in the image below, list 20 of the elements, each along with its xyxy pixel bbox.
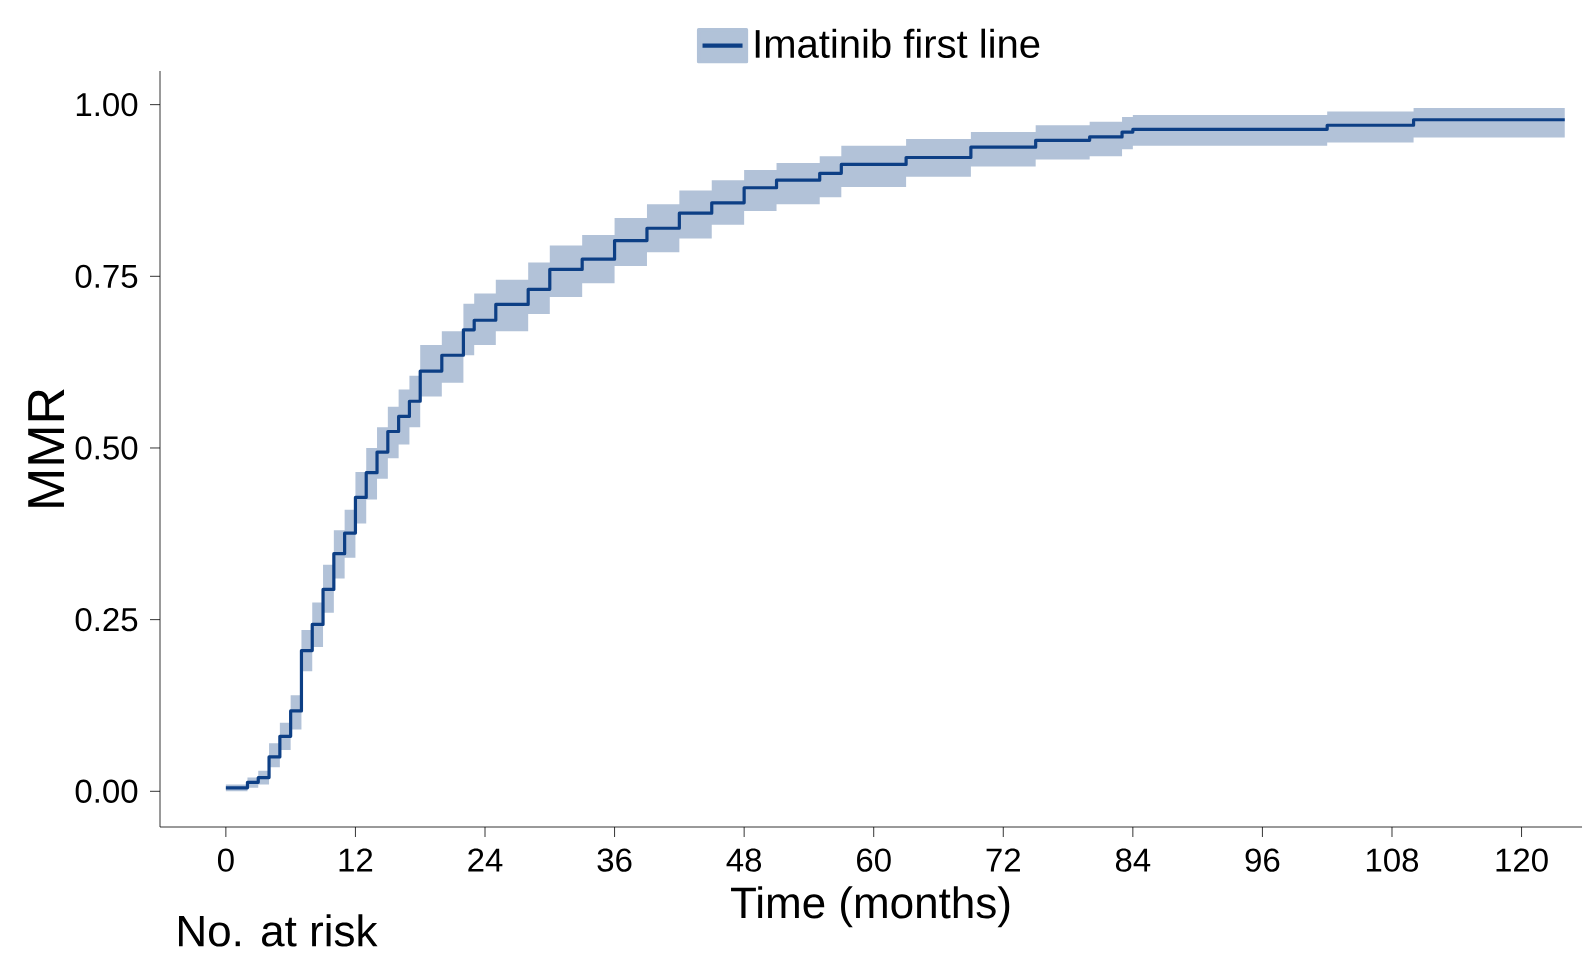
y-tick-label: 0.50 xyxy=(75,436,138,460)
text: No. at risk xyxy=(179,914,378,947)
x-tick-label: 60 xyxy=(857,848,891,872)
x-tick-label: 108 xyxy=(1366,848,1419,872)
x-tick-label: 72 xyxy=(986,848,1020,872)
y-axis-title: MMR xyxy=(28,389,64,507)
x-tick-label: 84 xyxy=(1115,848,1151,872)
x-tick-label: 120 xyxy=(1496,848,1548,872)
x-tick-label: 12 xyxy=(339,848,373,872)
y-tick-label: 0.25 xyxy=(75,607,138,632)
x-tick-label: 36 xyxy=(597,848,632,872)
x-tick-label: 0 xyxy=(217,848,234,872)
y-tick-label: 0.00 xyxy=(75,779,138,803)
x-tick-label: 48 xyxy=(726,848,762,872)
x-tick-label: 24 xyxy=(468,848,503,872)
x-tick-label: 96 xyxy=(1245,848,1280,872)
x-axis-title: Time (months) xyxy=(731,886,1010,928)
y-tick-label: 1.00 xyxy=(76,92,138,117)
legend-label: Imatinib first line xyxy=(755,28,1040,59)
y-tick-label: 0.75 xyxy=(75,264,138,288)
